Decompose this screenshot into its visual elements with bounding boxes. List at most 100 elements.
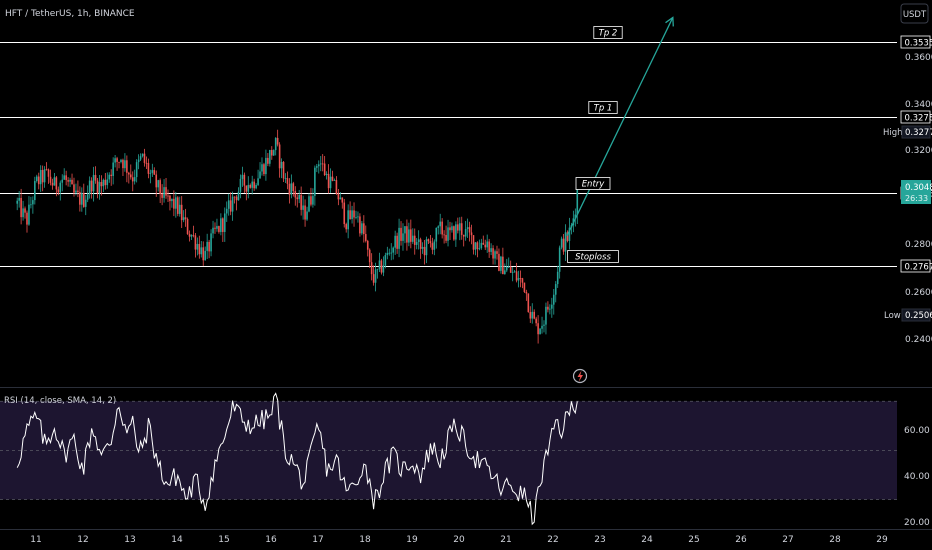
- candle-body: [216, 226, 218, 229]
- candle-body: [406, 226, 408, 243]
- candle-body: [90, 180, 93, 192]
- candle-body: [310, 196, 312, 205]
- candle-body: [188, 233, 191, 237]
- candle-body: [71, 179, 73, 185]
- rsi-axis: 60.00 40.00 20.00: [904, 426, 930, 528]
- x-tick-label: 27: [782, 535, 793, 545]
- candle-body: [488, 241, 490, 252]
- candle-body: [423, 246, 426, 256]
- candle-body: [92, 174, 95, 192]
- candle-body: [541, 325, 543, 329]
- candle-body: [355, 217, 357, 218]
- candle-body: [500, 256, 502, 271]
- candle-body: [408, 229, 410, 243]
- candle-body: [149, 172, 152, 174]
- candle-body: [231, 196, 234, 212]
- candle-body: [339, 197, 342, 200]
- candle-body: [314, 167, 316, 196]
- candle-body: [225, 208, 228, 214]
- candle-body: [155, 174, 158, 188]
- candle-body: [323, 163, 326, 176]
- candle-body: [380, 260, 383, 273]
- candle-body: [227, 200, 230, 209]
- candle-body: [184, 217, 187, 220]
- candle-body: [84, 199, 87, 207]
- candle-body: [24, 208, 26, 213]
- candle-body: [537, 323, 539, 335]
- candle-body: [453, 226, 455, 240]
- x-tick-label: 14: [171, 535, 183, 545]
- x-tick-label: 28: [829, 535, 841, 545]
- candle-body: [20, 197, 22, 218]
- high-value: 0.3277: [905, 128, 932, 138]
- candle-body: [384, 255, 387, 266]
- candle-body: [128, 172, 130, 175]
- candle-body: [235, 196, 238, 201]
- candle-body: [251, 181, 253, 188]
- candle-body: [382, 265, 385, 273]
- candle-body: [494, 251, 496, 259]
- x-tick-label: 12: [77, 535, 88, 545]
- candle-body: [222, 218, 224, 232]
- candle-body: [116, 158, 118, 162]
- candle-body: [212, 227, 214, 234]
- candle-body: [554, 284, 557, 295]
- candle-body: [327, 173, 330, 189]
- candle-body: [182, 217, 185, 221]
- candle-body: [135, 162, 138, 178]
- candle-body: [392, 247, 394, 253]
- candle-body: [443, 234, 445, 236]
- candle-body: [449, 227, 451, 231]
- candle-body: [539, 328, 541, 335]
- candle-body: [372, 274, 375, 283]
- candle-body: [214, 227, 216, 229]
- candle-body: [261, 164, 263, 172]
- candle-body: [490, 248, 492, 252]
- high-label: High: [883, 128, 903, 138]
- candle-body: [531, 311, 534, 319]
- candle-body: [455, 224, 457, 240]
- candle-body: [476, 242, 479, 250]
- candle-body: [147, 163, 150, 174]
- candle-body: [523, 282, 526, 292]
- candle-body: [435, 227, 438, 242]
- currency-button[interactable]: USDT: [900, 3, 929, 24]
- entry-tag-box: [575, 177, 611, 190]
- candle-body: [34, 181, 36, 201]
- x-tick-label: 21: [500, 535, 511, 545]
- tp2-tag: Tp 2: [599, 29, 618, 39]
- candle-body: [124, 160, 126, 169]
- candle-body: [39, 170, 42, 185]
- rsi-band: [0, 401, 897, 500]
- candle-body: [543, 324, 545, 326]
- x-tick-label: 25: [688, 535, 699, 545]
- candle-body: [82, 193, 85, 207]
- candle-body: [411, 235, 414, 242]
- candle-body: [421, 246, 424, 249]
- tp1-tag-box: [588, 101, 618, 114]
- lightning-icon[interactable]: [572, 368, 588, 384]
- candle-body: [492, 248, 494, 259]
- candle-body: [151, 170, 154, 173]
- target-arrow: [566, 16, 674, 236]
- candle-body: [178, 204, 181, 214]
- tp2-tag-box: [593, 26, 623, 39]
- candle-body: [141, 153, 144, 157]
- candle-body: [351, 210, 353, 220]
- candle-body: [462, 234, 465, 237]
- candle-body: [425, 239, 428, 256]
- candle-body: [568, 227, 571, 241]
- candle-body: [298, 194, 300, 200]
- candle-body: [545, 306, 547, 325]
- candle-body: [290, 183, 293, 195]
- candle-body: [171, 198, 173, 202]
- candle-body: [521, 278, 524, 283]
- candle-body: [94, 174, 97, 181]
- candle-body: [335, 180, 338, 194]
- candle-body: [427, 239, 430, 242]
- x-axis: 11 12 13 14 15 16 17 18 19 20 21 22 23 24 25 26 27 28 29: [30, 535, 888, 545]
- candle-body: [108, 174, 111, 180]
